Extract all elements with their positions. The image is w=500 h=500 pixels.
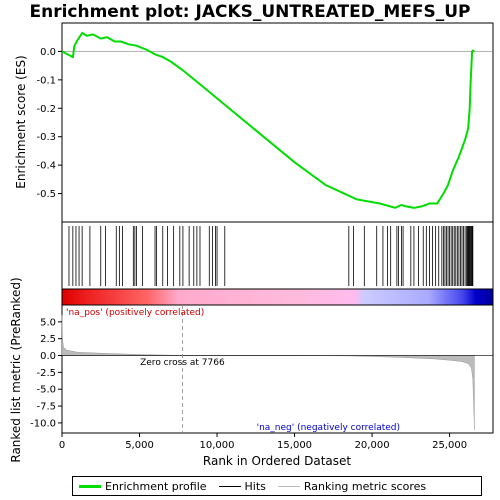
metric-y-ticks: 5.0 2.5 0.0 -2.5 -5.0 -7.5 -10.0: [30, 317, 62, 429]
metric-tick-label: -2.5: [36, 368, 56, 379]
es-panel-frame: [61, 22, 494, 223]
negative-annotation: 'na_neg' (negatively correlated): [257, 423, 400, 433]
metric-tick-label: -5.0: [36, 385, 56, 396]
x-tick-label: 25,000: [432, 440, 467, 451]
metric-tick-label: -10.0: [30, 418, 56, 429]
metric-y-label: Ranked list metric (PreRanked): [9, 277, 23, 462]
ranking-metric-area: [61, 315, 475, 430]
es-panel: 0.0 -0.1 -0.2 -0.3 -0.4 -0.5 Enrichment score…: [14, 22, 494, 223]
legend-item-metric: Ranking metric scores: [277, 479, 427, 493]
hits-panel-frame: [61, 221, 494, 290]
metric-tick-label: 2.5: [40, 334, 56, 345]
legend-swatch-enrichment: [79, 484, 101, 488]
x-tick-label: 0: [59, 440, 65, 451]
metric-panel-frame: [61, 304, 494, 434]
es-y-label: Enrichment score (ES): [14, 55, 28, 188]
metric-panel: 5.0 2.5 0.0 -2.5 -5.0 -7.5 -10.0 Zero cross at…: [9, 277, 494, 463]
zero-cross-label: Zero cross at 7766: [140, 358, 225, 368]
hits-panel: [61, 221, 494, 290]
es-tick-label: -0.3: [36, 132, 56, 143]
legend-item-hits: Hits: [218, 479, 266, 493]
metric-tick-label: 5.0: [40, 317, 56, 328]
legend: Enrichment profile Hits Ranking metric s…: [72, 476, 482, 496]
legend-label-metric: Ranking metric scores: [303, 479, 427, 493]
metric-tick-label: -7.5: [36, 402, 56, 413]
x-tick-label: 10,000: [200, 440, 235, 451]
es-tick-label: -0.2: [36, 104, 56, 115]
legend-label-enrichment: Enrichment profile: [105, 479, 207, 493]
metric-tick-label: 0.0: [40, 351, 56, 362]
legend-label-hits: Hits: [244, 479, 266, 493]
colorbar-fill: [61, 288, 494, 306]
x-tick-label: 5,000: [125, 440, 154, 451]
legend-swatch-metric: [277, 485, 300, 487]
enrichment-profile-line: [61, 31, 475, 209]
legend-item-enrichment: Enrichment profile: [79, 480, 207, 493]
rank-colorbar: [61, 288, 494, 306]
es-tick-label: 0.0: [40, 47, 56, 58]
es-tick-label: -0.5: [36, 189, 56, 200]
es-tick-label: -0.4: [36, 161, 56, 172]
es-y-ticks: 0.0 -0.1 -0.2 -0.3 -0.4 -0.5: [36, 47, 62, 200]
x-tick-label: 15,000: [277, 440, 312, 451]
es-tick-label: -0.1: [36, 75, 56, 86]
positive-annotation: 'na_pos' (positively correlated): [66, 308, 204, 318]
legend-swatch-hits: [218, 485, 241, 487]
x-axis-label: Rank in Ordered Dataset: [203, 454, 351, 468]
chart-title: Enrichment plot: JACKS_UNTREATED_MEFS_UP: [29, 2, 470, 22]
x-axis-ticks: 0 5,000 10,000 15,000 20,000 25,000: [59, 433, 467, 451]
hit-lines: [68, 226, 474, 286]
x-tick-label: 20,000: [355, 440, 390, 451]
